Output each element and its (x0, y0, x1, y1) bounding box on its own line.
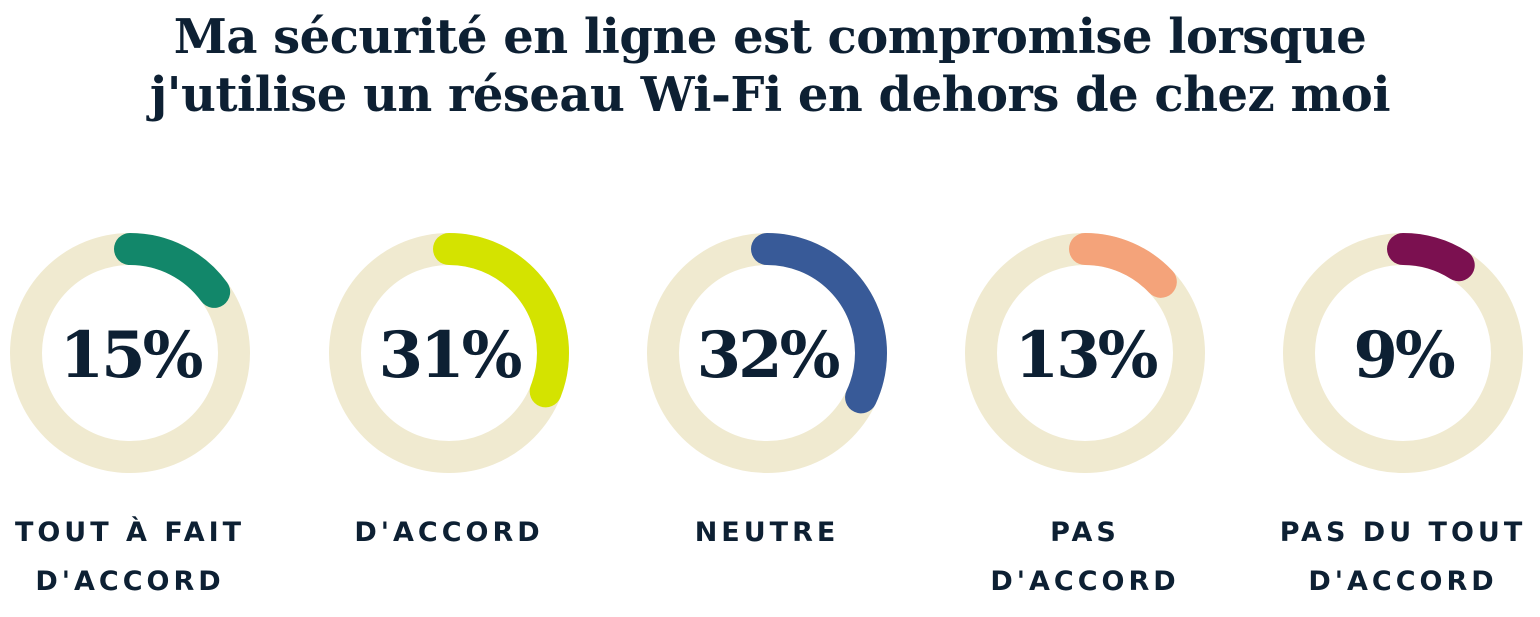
chart-title-line-1: Ma sécurité en ligne est compromise lors… (173, 9, 1367, 65)
donut-value-label: 13% (1015, 318, 1158, 393)
category-label-line: PAS DU TOUT (1279, 517, 1527, 548)
chart-title-line-2: j'utilise un réseau Wi-Fi en dehors de c… (149, 67, 1391, 123)
category-label-line: TOUT À FAIT (14, 517, 246, 548)
category-label-line: D'ACCORD (1308, 566, 1498, 597)
category-label: PAS DU TOUT D'ACCORD (1253, 508, 1540, 606)
donut-arc (10, 233, 250, 473)
donut-arc (1283, 233, 1523, 473)
chart-title: Ma sécurité en ligne est compromise lors… (0, 8, 1540, 124)
donut-2: 31% (329, 233, 569, 473)
category-label: PAS D'ACCORD (935, 508, 1235, 606)
donut-3: 32% (647, 233, 887, 473)
donut-value-label: 32% (697, 318, 840, 393)
category-label: D'ACCORD (299, 508, 599, 557)
donut-1: 15% (10, 233, 250, 473)
donut-4: 13% (965, 233, 1205, 473)
category-label-line: D'ACCORD (990, 566, 1180, 597)
donut-value-label: 9% (1353, 318, 1455, 393)
donut-arc (965, 233, 1205, 473)
donut-5: 9% (1283, 233, 1523, 473)
category-label-line: NEUTRE (694, 517, 840, 548)
category-label-line: PAS (1050, 517, 1120, 548)
category-label: NEUTRE (617, 508, 917, 557)
category-label: TOUT À FAIT D'ACCORD (0, 508, 280, 606)
donut-arc (647, 233, 887, 473)
category-label-line: D'ACCORD (354, 517, 544, 548)
category-label-line: D'ACCORD (35, 566, 225, 597)
donut-value-label: 31% (379, 318, 522, 393)
donut-arc (329, 233, 569, 473)
donut-value-label: 15% (60, 318, 203, 393)
